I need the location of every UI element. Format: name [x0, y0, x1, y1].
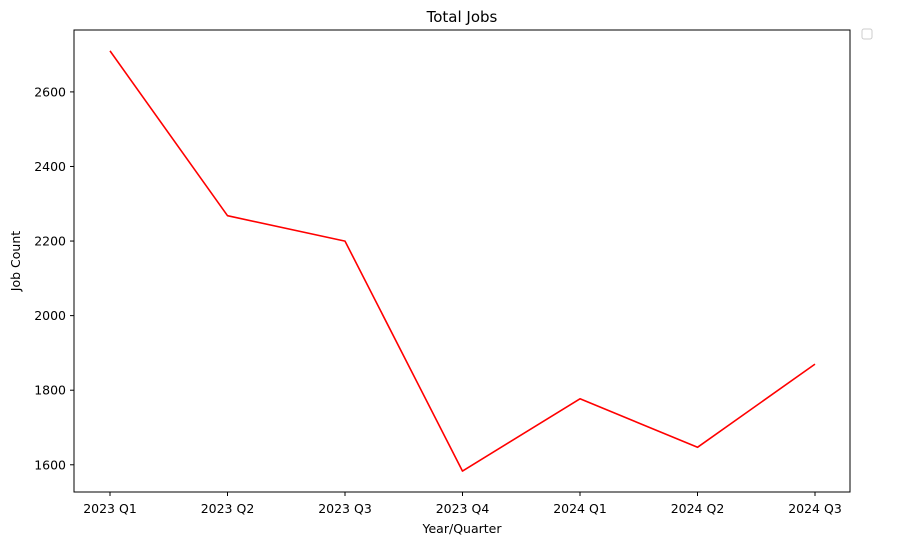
y-tick-label: 2600	[34, 84, 66, 99]
x-tick-label: 2024 Q3	[788, 501, 842, 516]
x-tick-label: 2024 Q1	[553, 501, 607, 516]
x-tick-label: 2023 Q1	[83, 501, 137, 516]
y-axis-label: Job Count	[8, 231, 23, 292]
y-tick-label: 1600	[34, 457, 66, 472]
series-group	[109, 50, 816, 472]
x-axis-label: Year/Quarter	[422, 521, 503, 536]
plot-area	[73, 29, 851, 493]
y-tick-label: 2400	[34, 159, 66, 174]
x-axis: 2023 Q1 2023 Q2 2023 Q3 2023 Q4 2024 Q1 2024 …	[83, 492, 842, 516]
y-tick-label: 2000	[34, 308, 66, 323]
legend-box	[861, 28, 873, 40]
x-tick-label: 2023 Q4	[436, 501, 490, 516]
y-tick-label: 1800	[34, 383, 66, 398]
x-tick-label: 2024 Q2	[671, 501, 725, 516]
x-tick-label: 2023 Q3	[318, 501, 372, 516]
y-axis: 1600 1800 2000 2200 2400 2600	[34, 84, 74, 472]
chart-title: Total Jobs	[426, 8, 498, 26]
x-tick-label: 2023 Q2	[201, 501, 255, 516]
y-tick-label: 2200	[34, 234, 66, 249]
